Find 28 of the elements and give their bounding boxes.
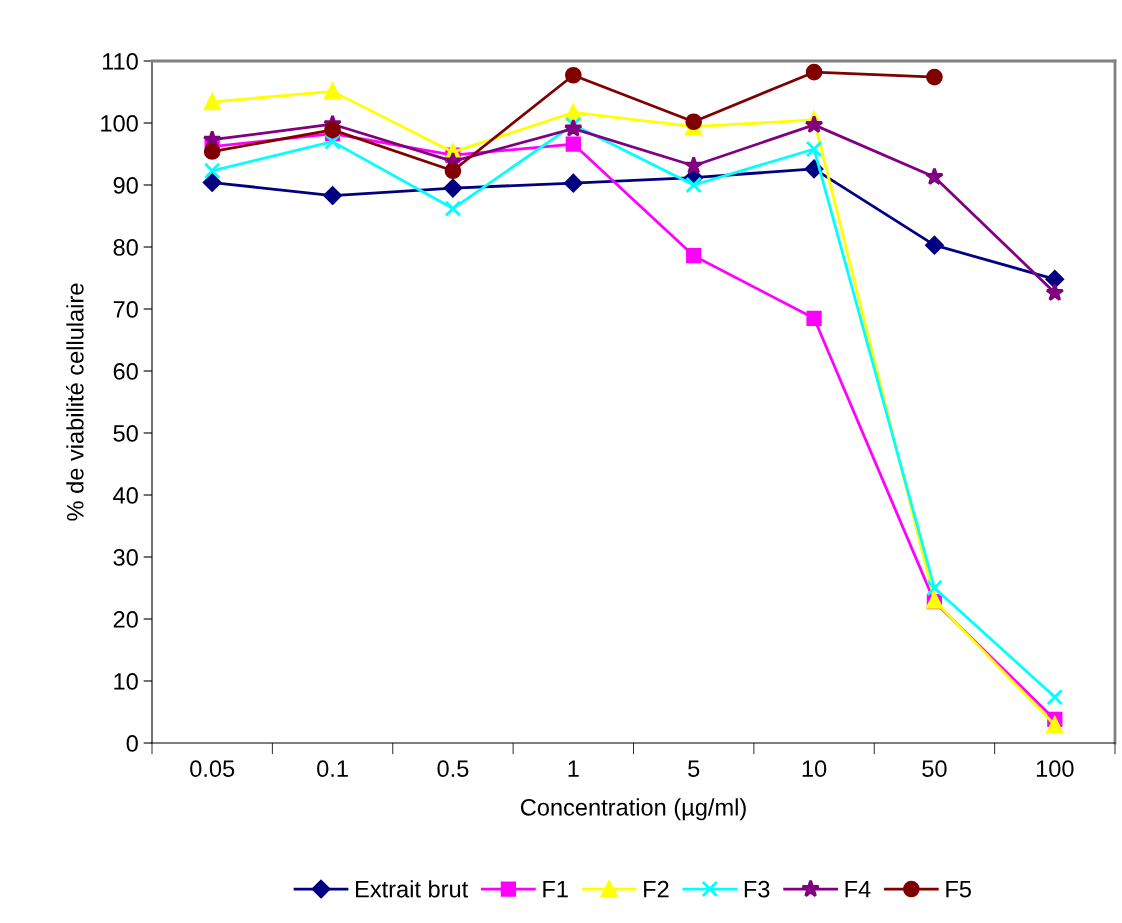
y-tick-label: 110 [102,53,138,70]
y-tick-label: 70 [113,301,138,318]
x-tick-label: 0.1 [317,760,348,778]
y-tick-label: 100 [101,115,138,132]
y-tick-label: 80 [113,239,138,256]
legend-label: F3 [744,880,770,898]
y-tick-label: 40 [113,487,138,504]
y-tick-label: 30 [113,549,138,566]
x-tick-label: 50 [922,760,947,778]
y-tick-label: 60 [113,363,138,380]
legend-label: F1 [543,881,568,898]
x-tick-label: 5 [688,760,700,778]
y-axis-title: % de viabilité cellulaire [66,283,84,521]
y-tick-label: 10 [114,673,138,690]
y-tick-label: 90 [113,177,138,194]
legend-label: F5 [946,881,971,898]
legend-label: Extrait brut [356,880,469,898]
legend-label: F2 [644,880,669,898]
y-tick-label: 50 [113,425,138,442]
x-tick-label: 100 [1036,760,1074,778]
x-tick-label: 0.5 [437,760,469,778]
x-tick-label: 0.05 [190,760,235,778]
x-tick-label: 1 [568,760,579,777]
y-tick-label: 0 [126,735,138,752]
legend-label: F4 [845,881,871,898]
x-tick-label: 10 [802,760,827,778]
y-tick-label: 20 [113,611,138,628]
x-axis-title: Concentration (µg/ml) [520,798,746,821]
